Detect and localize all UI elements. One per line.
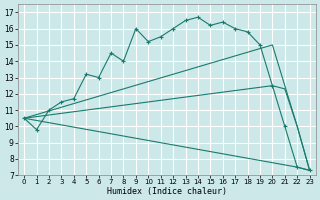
X-axis label: Humidex (Indice chaleur): Humidex (Indice chaleur) — [107, 187, 227, 196]
